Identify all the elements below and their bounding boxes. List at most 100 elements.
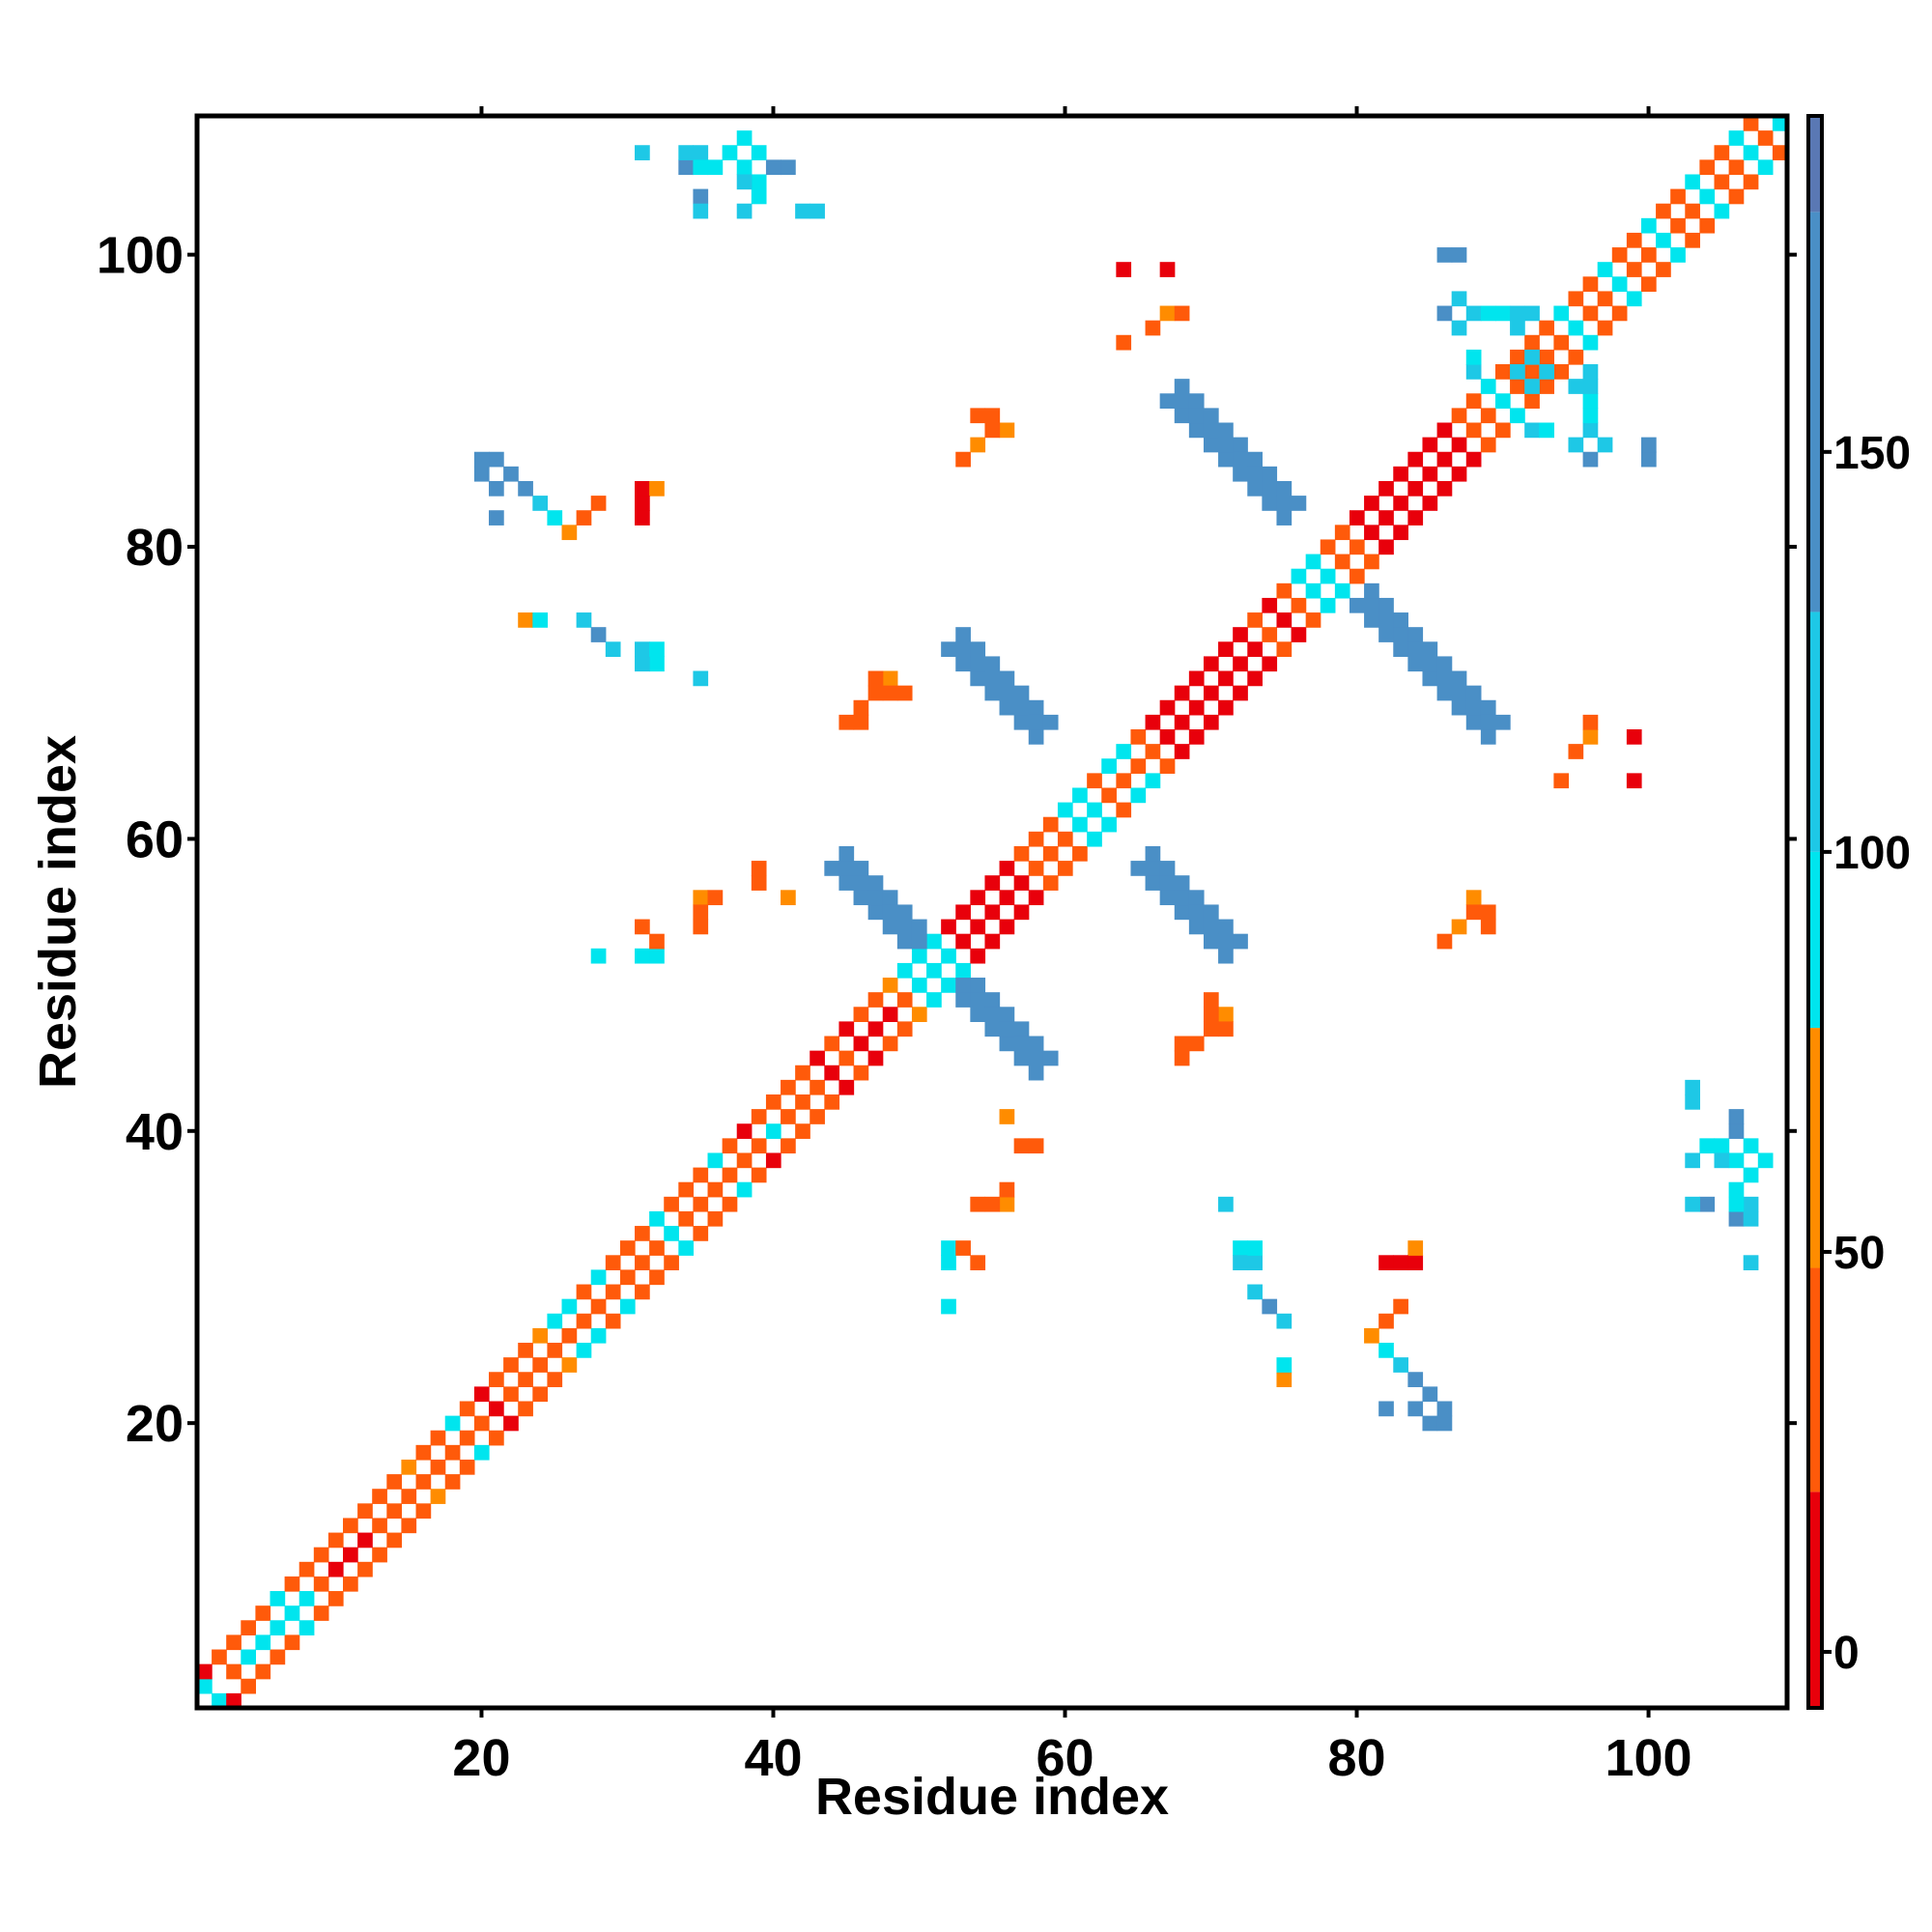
heatmap-cell <box>1640 451 1657 468</box>
heatmap-cell <box>1407 627 1424 642</box>
heatmap-cell <box>1203 919 1219 935</box>
heatmap-cell <box>1364 597 1379 613</box>
heatmap-cell <box>970 408 986 424</box>
heatmap-cell <box>1028 831 1044 847</box>
heatmap-cell <box>664 1255 679 1271</box>
heatmap-cell <box>1393 496 1408 511</box>
heatmap-cell <box>635 145 650 160</box>
heatmap-cell <box>372 1518 387 1534</box>
heatmap-cell <box>1174 890 1190 906</box>
heatmap-cell <box>298 1591 315 1606</box>
heatmap-cell <box>1553 364 1570 380</box>
heatmap-cell <box>1597 262 1613 277</box>
heatmap-cell <box>1159 758 1176 774</box>
heatmap-cell <box>1218 422 1234 439</box>
heatmap-cell <box>1378 597 1394 613</box>
heatmap-cell <box>795 203 810 219</box>
heatmap-cell <box>736 1123 753 1139</box>
heatmap-cell <box>1699 217 1716 234</box>
heatmap-cell <box>1436 1401 1453 1417</box>
heatmap-cell <box>1218 1021 1234 1037</box>
heatmap-cell <box>1174 1036 1190 1052</box>
heatmap-cell <box>1465 699 1482 716</box>
heatmap-cell <box>751 861 767 876</box>
heatmap-cell <box>1480 305 1496 322</box>
heatmap-cell <box>226 1634 242 1651</box>
heatmap-cell <box>882 670 898 687</box>
colorbar-band <box>1808 1267 1822 1492</box>
heatmap-cell <box>1451 247 1467 263</box>
heatmap-cell <box>1101 758 1117 774</box>
heatmap-cell <box>810 1109 825 1124</box>
x-tick-label: 40 <box>744 1729 802 1787</box>
heatmap-cell <box>853 890 869 906</box>
heatmap-cell <box>1422 670 1438 687</box>
heatmap-cell <box>1145 861 1161 876</box>
heatmap-cell <box>489 480 504 497</box>
heatmap-cell <box>838 1021 855 1037</box>
heatmap-cell <box>459 1459 475 1475</box>
x-axis-label: Residue index <box>815 1768 1169 1826</box>
colorbar-band <box>1808 116 1822 213</box>
heatmap-cell <box>693 904 709 921</box>
heatmap-cell <box>707 159 724 176</box>
heatmap-cell <box>1364 1327 1379 1344</box>
heatmap-cell <box>1042 845 1059 862</box>
heatmap-cell <box>518 612 533 628</box>
heatmap-cell <box>1640 247 1657 263</box>
heatmap-cell <box>824 1065 840 1081</box>
heatmap-cell <box>1611 247 1628 263</box>
heatmap-cell <box>1042 1050 1059 1066</box>
heatmap-cell <box>489 1372 504 1387</box>
heatmap-cell <box>649 1269 665 1286</box>
heatmap-cell <box>1582 393 1599 409</box>
heatmap-cell <box>1203 904 1219 921</box>
heatmap-cell <box>1480 729 1496 745</box>
heatmap-cell <box>1743 174 1759 190</box>
heatmap-cell <box>1407 451 1424 468</box>
heatmap-cell <box>1233 1240 1248 1256</box>
heatmap-cell <box>1611 276 1628 293</box>
heatmap-cell <box>1233 685 1248 701</box>
heatmap-cell <box>1203 656 1219 672</box>
heatmap-cell <box>1247 641 1263 658</box>
heatmap-cell <box>1568 291 1584 307</box>
heatmap-cell <box>1626 291 1642 307</box>
heatmap-cell <box>1291 496 1307 511</box>
heatmap-cell <box>284 1634 300 1651</box>
heatmap-cell <box>1188 408 1205 424</box>
heatmap-cell <box>999 670 1015 687</box>
heatmap-cell <box>1188 890 1205 906</box>
heatmap-cell <box>1349 510 1365 526</box>
heatmap-cell <box>444 1444 461 1461</box>
heatmap-cell <box>1028 1050 1044 1066</box>
heatmap-cell <box>357 1561 373 1577</box>
heatmap-cell <box>313 1605 329 1621</box>
heatmap-cell <box>1772 145 1788 160</box>
heatmap-cell <box>970 992 986 1008</box>
heatmap-cell <box>896 685 913 701</box>
heatmap-cell <box>473 1444 490 1461</box>
heatmap-cell <box>736 1181 753 1198</box>
heatmap-cell <box>838 714 855 730</box>
heatmap-cell <box>1626 232 1642 248</box>
heatmap-cell <box>999 1036 1015 1052</box>
heatmap-cell <box>1203 685 1219 701</box>
heatmap-cell <box>444 1415 461 1432</box>
heatmap-cell <box>882 978 898 993</box>
heatmap-cell <box>1028 1065 1044 1081</box>
heatmap-cell <box>1407 656 1424 672</box>
heatmap-cell <box>1494 422 1511 439</box>
heatmap-cell <box>1233 1255 1248 1271</box>
heatmap-cell <box>1145 714 1161 730</box>
heatmap-cell <box>1013 1036 1030 1052</box>
heatmap-cell <box>1378 612 1394 628</box>
heatmap-cell <box>1656 203 1671 219</box>
x-tick-label: 60 <box>1036 1729 1094 1787</box>
heatmap-cell <box>751 145 767 160</box>
heatmap-cell <box>1524 334 1540 351</box>
heatmap-cell <box>635 480 650 497</box>
heatmap-cell <box>1422 641 1438 658</box>
heatmap-cell <box>1130 729 1147 745</box>
